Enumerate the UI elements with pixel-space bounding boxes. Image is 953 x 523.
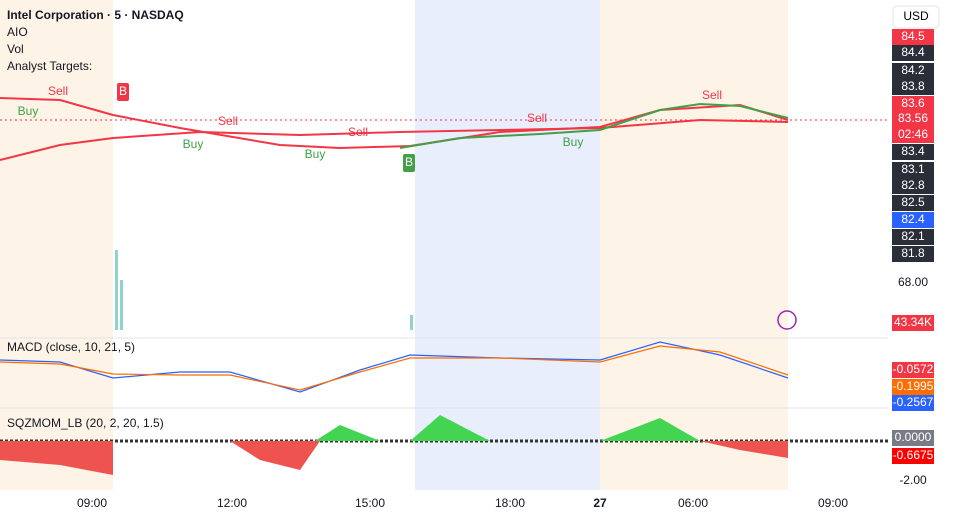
squeeze-area: [410, 415, 490, 441]
scale-tag: [892, 178, 934, 194]
scale-tag: [892, 127, 934, 143]
signal-label: Sell: [702, 88, 722, 102]
time-label: 09:00: [818, 496, 848, 510]
time-label: 27: [593, 496, 607, 510]
scale-label: 83.8: [901, 79, 925, 93]
signal-label: Buy: [563, 135, 584, 149]
scale-label: -0.6675: [893, 448, 934, 462]
scale-label: -0.1995: [893, 379, 934, 393]
indicator-label: AIO: [7, 25, 28, 39]
scale-label: 82.4: [901, 212, 925, 226]
ma-line: [399, 102, 789, 149]
scale-label: 43.34K: [894, 315, 932, 329]
signal-label: Buy: [183, 137, 204, 151]
signal-label: B: [119, 84, 127, 98]
signal-box: [117, 83, 129, 101]
scale-label: 84.4: [901, 45, 925, 59]
scale-tag: [892, 144, 934, 160]
signal-label: Sell: [348, 125, 368, 139]
indicator-label: Vol: [7, 42, 24, 56]
scale-label: 02:46: [898, 127, 928, 141]
signal-line: [0, 345, 789, 391]
scale-tag: [892, 315, 934, 331]
squeeze-area: [0, 441, 113, 475]
scale-label: 0.0000: [895, 430, 932, 444]
scale-tag: [892, 395, 934, 411]
scale-tag: [892, 63, 934, 79]
scale-tag: [892, 362, 934, 378]
scale-tag: [892, 162, 934, 178]
scale-label: 83.6: [901, 96, 925, 110]
scale-tag: [892, 212, 934, 228]
time-label: 06:00: [678, 496, 708, 510]
scale-label: 82.8: [901, 178, 925, 192]
pane-title: MACD (close, 10, 21, 5): [7, 340, 135, 354]
volume-bars: [115, 250, 413, 330]
scale-tag: [892, 246, 934, 262]
symbol-title: Intel Corporation · 5 · NASDAQ: [7, 8, 184, 22]
scale-tag: [892, 45, 934, 61]
scale-label: -2.00: [899, 473, 927, 487]
macd-line: [0, 341, 789, 393]
time-label: 12:00: [217, 496, 247, 510]
squeeze-area: [600, 418, 700, 441]
scale-tag: [892, 229, 934, 245]
time-label: 18:00: [495, 496, 525, 510]
scale-label: 81.8: [901, 246, 925, 260]
signal-label: Sell: [218, 114, 238, 128]
time-label: 09:00: [77, 496, 107, 510]
scale-tag: [892, 430, 934, 446]
squeeze-area: [315, 425, 380, 441]
signal-label: B: [405, 155, 413, 169]
scale-label: 84.2: [901, 63, 925, 77]
signal-box: [403, 154, 415, 172]
signal-label: Sell: [48, 84, 68, 98]
scale-label: 83.1: [901, 162, 925, 176]
scale-tag: [892, 111, 934, 127]
signal-label: Sell: [527, 111, 547, 125]
session-shade: [600, 0, 788, 490]
scale-tag: [892, 195, 934, 211]
scale-tag: [892, 448, 934, 464]
currency-button[interactable]: [892, 5, 940, 29]
scale-label: 83.4: [901, 144, 925, 158]
signal-label: Buy: [18, 104, 39, 118]
scale-label: -0.2567: [893, 395, 934, 409]
scale-label: -0.0572: [893, 362, 934, 376]
scale-label: 84.5: [901, 29, 925, 43]
time-label: 15:00: [355, 496, 385, 510]
ma-line: [0, 118, 789, 161]
scale-label: 68.00: [898, 275, 928, 289]
scale-tag: [892, 96, 934, 112]
scale-label: 83.56: [898, 111, 928, 125]
squeeze-area: [700, 441, 788, 458]
scale-tag: [892, 79, 934, 95]
scale-tag: [892, 379, 934, 395]
alert-icon[interactable]: [777, 310, 797, 330]
indicator-label: Analyst Targets:: [7, 59, 92, 73]
currency: USD: [903, 9, 929, 23]
ma-line: [0, 97, 789, 150]
signal-label: Buy: [305, 147, 326, 161]
scale-tag: [892, 29, 934, 45]
pane-title: SQZMOM_LB (20, 2, 20, 1.5): [7, 416, 164, 430]
scale-label: 82.5: [901, 195, 925, 209]
scale-label: 82.1: [901, 229, 925, 243]
squeeze-area: [230, 441, 320, 470]
